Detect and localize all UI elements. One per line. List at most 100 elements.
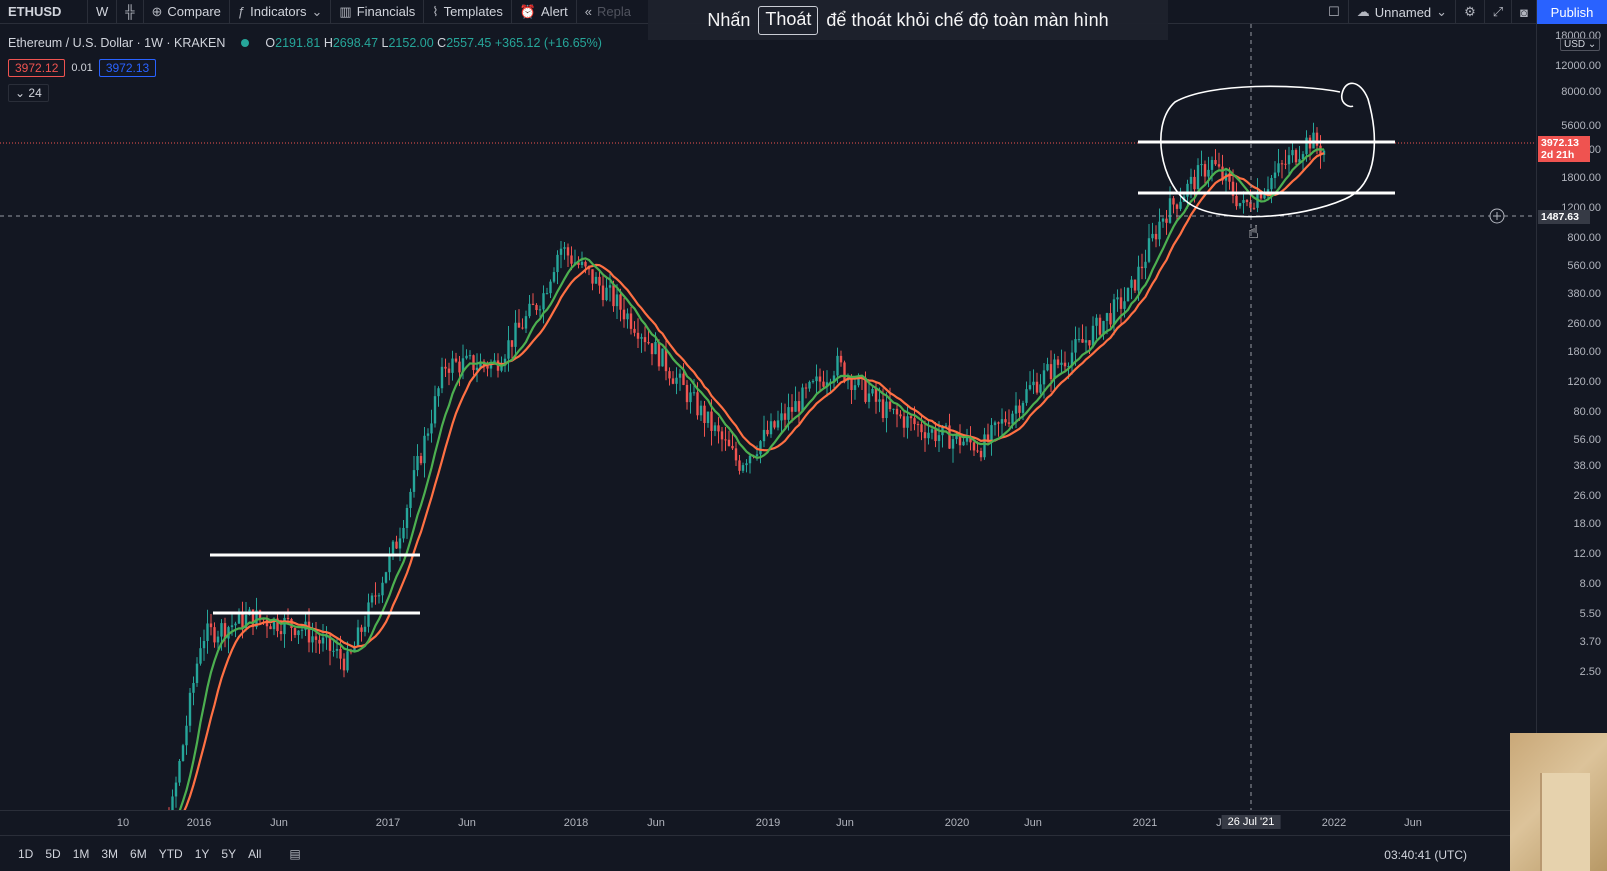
candle-body bbox=[412, 470, 416, 492]
indicators-collapse-toggle[interactable]: ⌄ 24 bbox=[8, 84, 49, 102]
candle-body bbox=[804, 387, 808, 389]
candle-body bbox=[465, 355, 468, 359]
candle-body bbox=[899, 414, 902, 417]
candle-body bbox=[1235, 195, 1238, 207]
candle-body bbox=[1000, 419, 1004, 424]
symbol-search[interactable]: ETHUSD bbox=[0, 0, 88, 24]
layout-button[interactable]: ☁ Unnamed ⌄ bbox=[1349, 0, 1457, 24]
candle-body bbox=[290, 619, 293, 628]
range-button-5d[interactable]: 5D bbox=[45, 846, 61, 861]
candle-body bbox=[272, 618, 276, 630]
range-button-6m[interactable]: 6M bbox=[130, 846, 147, 861]
candle-body bbox=[647, 342, 650, 344]
price-tick: 18000.00 bbox=[1555, 30, 1601, 42]
range-button-5y[interactable]: 5Y bbox=[221, 846, 237, 861]
compare-button[interactable]: ⊕ Compare bbox=[144, 0, 230, 24]
candle-body bbox=[1007, 422, 1011, 424]
candle-body bbox=[367, 602, 370, 627]
candle-body bbox=[678, 373, 682, 378]
candle-body bbox=[902, 416, 906, 428]
candle-body bbox=[1133, 279, 1137, 291]
currency-selector[interactable]: USD ⌄ bbox=[1560, 38, 1601, 51]
financials-button[interactable]: ▥ Financials bbox=[331, 0, 425, 24]
candle-body bbox=[468, 355, 472, 357]
price-tick: 12.00 bbox=[1573, 548, 1601, 560]
candle-body bbox=[622, 309, 626, 320]
candle-body bbox=[720, 431, 724, 440]
candles bbox=[168, 122, 1326, 810]
candle-body bbox=[1021, 402, 1025, 413]
snapshot-button[interactable]: ◙ bbox=[1512, 0, 1537, 24]
time-tick: 2022 bbox=[1321, 817, 1347, 829]
candle-body bbox=[566, 247, 570, 256]
close-label: C bbox=[437, 36, 447, 50]
exit-key[interactable]: Thoát bbox=[758, 5, 819, 35]
candle-body bbox=[1168, 198, 1172, 223]
candle-body bbox=[388, 553, 391, 573]
range-button-1m[interactable]: 1M bbox=[72, 846, 90, 861]
candle-body bbox=[510, 340, 514, 347]
candle-body bbox=[759, 441, 762, 455]
candle-body bbox=[1315, 132, 1319, 146]
range-button-1d[interactable]: 1D bbox=[18, 846, 34, 861]
indicators-button[interactable]: ƒ Indicators ⌄ bbox=[230, 0, 332, 24]
buy-button[interactable]: 3972.13 bbox=[98, 59, 157, 77]
publish-button[interactable]: Publish bbox=[1537, 0, 1607, 24]
chart-type-button[interactable]: ╬ bbox=[117, 0, 144, 24]
time-tick: Jun bbox=[647, 817, 665, 829]
camera-icon: ◙ bbox=[1520, 4, 1528, 20]
range-button-all[interactable]: All bbox=[248, 846, 262, 861]
candle-body bbox=[1116, 297, 1119, 300]
candle-body bbox=[489, 362, 493, 369]
sell-button[interactable]: 3972.12 bbox=[8, 59, 66, 77]
interval-button[interactable]: W bbox=[88, 0, 118, 24]
settings-button[interactable]: ⚙ bbox=[1456, 0, 1485, 24]
candle-body bbox=[696, 392, 699, 416]
candle-body bbox=[636, 332, 640, 339]
price-chart[interactable]: ☝ bbox=[0, 24, 1536, 810]
price-tick: 5600.00 bbox=[1561, 120, 1601, 132]
price-scale[interactable]: 18000.0012000.008000.005600.002600.00180… bbox=[1536, 24, 1607, 810]
candle-body bbox=[1217, 164, 1221, 167]
candle-body bbox=[416, 456, 419, 471]
candle-body bbox=[1154, 233, 1158, 240]
templates-button[interactable]: ⌇ Templates bbox=[424, 0, 512, 24]
candle-body bbox=[279, 631, 283, 635]
candle-body bbox=[818, 376, 822, 382]
candle-body bbox=[811, 381, 815, 383]
alert-button[interactable]: ⏰ Alert bbox=[512, 0, 577, 24]
fullscreen-square-button[interactable]: ☐ bbox=[1320, 0, 1349, 24]
utc-clock[interactable]: 03:40:41 (UTC) bbox=[1384, 848, 1467, 862]
candle-body bbox=[1032, 381, 1035, 386]
time-axis[interactable]: Jun 2022 Jun 2021 Jun 2020 Jun 2019 Jun 2018 Jun 20… bbox=[0, 810, 1536, 834]
time-tick: 10 bbox=[116, 817, 130, 829]
candle-body bbox=[1305, 137, 1308, 155]
candle-body bbox=[615, 294, 619, 307]
crosshair-price-label: 1487.63 bbox=[1538, 210, 1590, 224]
cloud-icon: ☁ bbox=[1356, 4, 1370, 19]
date-range-icon[interactable]: ▤ bbox=[289, 846, 301, 861]
candle-body bbox=[643, 337, 647, 343]
candle-body bbox=[332, 650, 335, 652]
time-tick: 2018 bbox=[563, 817, 589, 829]
range-button-1y[interactable]: 1Y bbox=[194, 846, 210, 861]
candle-body bbox=[1161, 218, 1165, 222]
candle-body bbox=[353, 646, 356, 652]
candle-body bbox=[913, 418, 916, 425]
candle-body bbox=[503, 358, 507, 366]
replay-button[interactable]: « Repla bbox=[577, 0, 639, 24]
range-button-ytd[interactable]: YTD bbox=[158, 846, 183, 861]
candles-icon: ╬ bbox=[125, 4, 135, 19]
fullscreen-button[interactable]: ⤢ bbox=[1485, 0, 1513, 24]
candle-body bbox=[1049, 364, 1053, 380]
candle-body bbox=[1109, 313, 1112, 325]
candle-body bbox=[1322, 150, 1326, 155]
candle-body bbox=[874, 388, 878, 402]
candle-body bbox=[1249, 202, 1252, 208]
candle-body bbox=[1095, 317, 1098, 326]
candle-body bbox=[444, 366, 447, 369]
candle-body bbox=[1091, 325, 1095, 346]
range-button-3m[interactable]: 3M bbox=[101, 846, 119, 861]
candle-body bbox=[871, 388, 874, 394]
candle-body bbox=[377, 595, 381, 597]
